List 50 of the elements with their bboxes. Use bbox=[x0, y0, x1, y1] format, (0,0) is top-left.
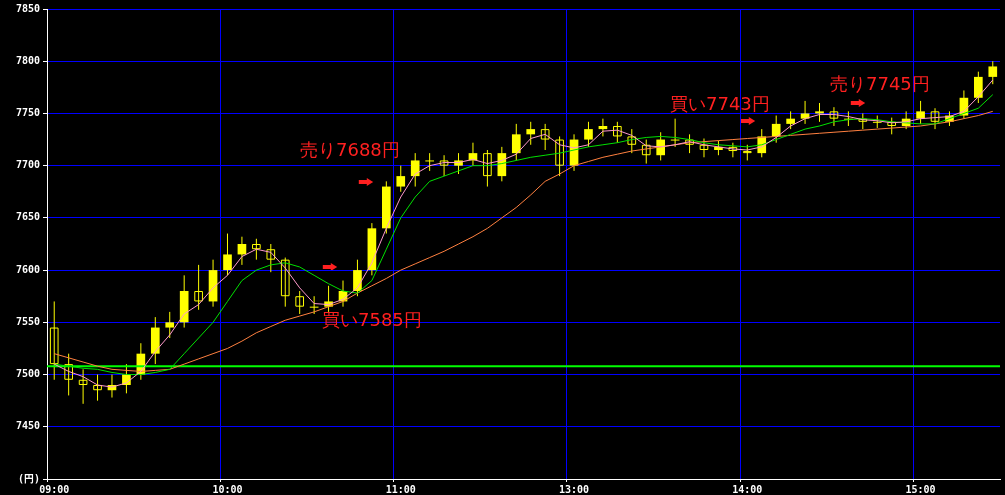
x-tick-label: 10:00 bbox=[212, 483, 243, 495]
candlestick bbox=[194, 264, 203, 311]
candlestick bbox=[771, 115, 781, 144]
x-tick-label: 13:00 bbox=[558, 483, 590, 495]
y-tick-label: 7850 bbox=[15, 2, 40, 14]
x-tick-label: 14:00 bbox=[732, 483, 763, 495]
candlestick bbox=[223, 233, 232, 276]
candlestick bbox=[699, 138, 709, 158]
candlestick bbox=[829, 106, 839, 127]
candlestick bbox=[78, 368, 88, 405]
y-tick-label: 7650 bbox=[15, 211, 40, 223]
candlestick bbox=[266, 243, 276, 273]
candlestick bbox=[410, 152, 420, 188]
candlestick bbox=[555, 135, 564, 177]
candlestick bbox=[396, 165, 406, 193]
y-tick-label: 7750 bbox=[15, 107, 40, 119]
candlestick bbox=[815, 102, 824, 123]
candlestick bbox=[511, 123, 521, 161]
candlestick bbox=[165, 311, 175, 339]
candlestick bbox=[800, 100, 810, 125]
y-tick-label: 7700 bbox=[15, 159, 40, 171]
x-tick-label: 11:00 bbox=[385, 483, 416, 495]
candlestick bbox=[988, 60, 998, 85]
x-tick-label: 15:00 bbox=[905, 483, 936, 495]
candlestick bbox=[930, 107, 940, 130]
x-tick-label: 09:00 bbox=[39, 483, 70, 495]
candlestick bbox=[540, 123, 550, 151]
y-tick-label: 7500 bbox=[15, 368, 40, 380]
candlestick bbox=[526, 121, 536, 146]
candlestick bbox=[584, 121, 593, 148]
candlestick bbox=[685, 133, 694, 154]
candlestick bbox=[49, 300, 59, 381]
candlestick bbox=[295, 290, 305, 315]
candlestick bbox=[439, 154, 449, 177]
candlestick bbox=[280, 257, 290, 308]
candlestick bbox=[641, 139, 651, 165]
y-tick-label: 7550 bbox=[15, 315, 40, 327]
y-tick-label: 7600 bbox=[15, 263, 40, 275]
y-tick-label: 7450 bbox=[15, 420, 40, 432]
candlestick bbox=[483, 149, 492, 188]
candlestick bbox=[252, 238, 261, 261]
candlestick bbox=[627, 128, 637, 154]
candlestick bbox=[613, 121, 622, 144]
candlestick bbox=[974, 71, 983, 104]
candlestick bbox=[916, 100, 925, 125]
candlestick bbox=[64, 353, 73, 396]
candlestick bbox=[728, 142, 738, 158]
y-tick-label: 7800 bbox=[15, 54, 40, 66]
y-tick-label: (円) bbox=[17, 472, 40, 484]
candlestick bbox=[93, 374, 102, 402]
